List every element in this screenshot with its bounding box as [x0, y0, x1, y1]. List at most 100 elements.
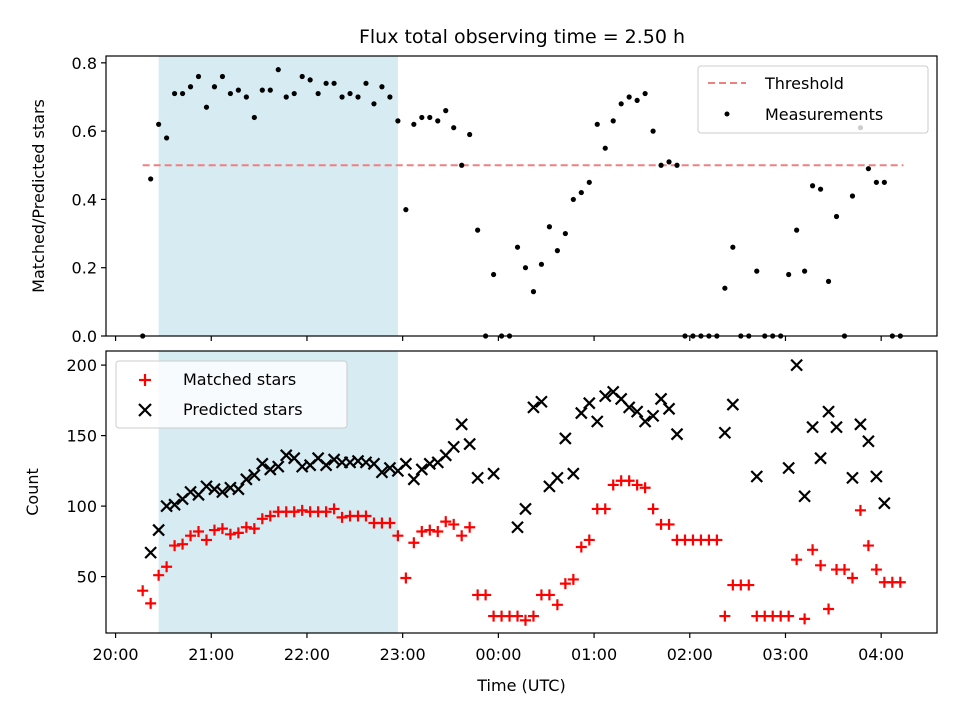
predicted-stars-point — [471, 471, 484, 485]
measurement-point — [291, 90, 297, 97]
predicted-stars-point — [455, 418, 468, 431]
matched-stars-point — [607, 479, 619, 491]
matched-stars-point — [200, 534, 212, 546]
bottom-y-axis-label: Count — [23, 468, 42, 516]
matched-stars-point — [137, 585, 149, 597]
measurement-point — [833, 213, 840, 220]
matched-stars-point — [408, 537, 420, 549]
bottom-xtick-label-5: 01:00 — [571, 645, 617, 664]
legend-measurements-swatch — [724, 111, 730, 117]
measurement-point — [339, 94, 345, 100]
measurement-point — [195, 73, 202, 80]
matched-stars-point — [862, 540, 874, 552]
predicted-stars-point — [590, 415, 604, 428]
measurement-point — [267, 87, 273, 93]
matched-stars-point — [384, 517, 396, 529]
predicted-stars-point — [638, 415, 652, 428]
bottom-xtick-label-8: 04:00 — [858, 645, 904, 664]
measurement-point — [794, 227, 800, 233]
measurement-point — [243, 94, 249, 100]
matched-stars-point — [424, 524, 436, 536]
bottom-ytick-label-0: 50 — [77, 568, 97, 587]
matched-stars-point — [559, 578, 571, 590]
legend-predicted-swatch — [138, 403, 152, 417]
matched-stars-point — [631, 479, 643, 491]
predicted-stars-point — [256, 457, 269, 471]
matched-stars-point — [527, 610, 539, 622]
matched-stars-point — [161, 561, 173, 573]
predicted-stars-point — [319, 458, 333, 472]
measurement-point — [156, 121, 162, 127]
bottom-xtick-label-3: 23:00 — [380, 645, 426, 664]
x-axis-label: Time (UTC) — [476, 676, 565, 695]
predicted-stars-point — [750, 470, 764, 483]
predicted-stars-point — [383, 461, 397, 475]
bottom-xtick-label-6: 02:00 — [667, 645, 713, 664]
bottom-xtick-label-2: 22:00 — [284, 645, 330, 664]
matched-stars-point — [575, 541, 587, 553]
matched-stars-point — [719, 610, 731, 622]
measurement-point — [259, 87, 265, 93]
predicted-stars-point — [798, 489, 811, 503]
measurement-point — [626, 94, 632, 100]
matched-stars-point — [177, 538, 189, 550]
predicted-stars-point — [622, 401, 636, 414]
measurement-point — [809, 183, 816, 189]
predicted-stars-point — [168, 498, 181, 511]
matched-stars-point — [743, 579, 755, 591]
top-observing-span — [158, 56, 398, 336]
legend-measurements-label: Measurements — [765, 105, 883, 124]
matched-stars-point — [288, 506, 300, 518]
legend-matched-label: Matched stars — [183, 370, 296, 389]
matched-stars-point — [224, 528, 236, 540]
matched-stars-point — [783, 610, 795, 622]
matched-stars-point — [264, 510, 276, 522]
predicted-stars-point — [814, 451, 827, 465]
bottom-ytick-label-1: 100 — [66, 497, 97, 516]
bottom-ytick-label-3: 200 — [66, 356, 97, 375]
matched-stars-point — [256, 513, 268, 525]
predicted-stars-point — [527, 401, 540, 414]
measurement-point — [849, 193, 856, 199]
predicted-stars-point — [718, 426, 732, 440]
matched-stars-point — [894, 576, 906, 588]
matched-stars-point — [799, 613, 811, 625]
matched-stars-point — [360, 510, 372, 522]
chart-title: Flux total observing time = 2.50 h — [359, 26, 685, 48]
measurement-point — [387, 94, 393, 100]
predicted-stars-point — [447, 440, 460, 454]
measurement-point — [227, 90, 234, 97]
matched-stars-point — [328, 503, 340, 515]
measurement-point — [459, 162, 465, 168]
bottom-axes-frame — [105, 350, 938, 634]
matched-stars-point — [838, 564, 850, 576]
matched-stars-point — [416, 525, 428, 537]
matched-stars-point — [583, 534, 595, 546]
predicted-stars-point — [264, 463, 277, 476]
bottom-xtick-label-4: 00:00 — [475, 645, 521, 664]
predicted-stars-point — [662, 402, 676, 416]
matched-stars-point — [543, 589, 555, 601]
measurement-point — [865, 166, 872, 172]
predicted-stars-point — [208, 482, 221, 496]
measurement-point — [881, 179, 887, 185]
predicted-stars-point — [184, 485, 197, 499]
measurement-point — [315, 90, 321, 97]
measurement-point — [578, 189, 584, 196]
measurement-point — [530, 289, 537, 295]
matched-stars-point — [296, 504, 308, 516]
matched-stars-point — [480, 589, 492, 601]
predicted-stars-point — [240, 473, 253, 486]
measurement-point — [299, 73, 305, 80]
measurement-point — [522, 265, 529, 271]
predicted-stars-point — [830, 420, 843, 434]
predicted-stars-point — [646, 409, 660, 423]
matched-stars-point — [599, 503, 611, 515]
legend-threshold-label: Threshold — [764, 74, 844, 93]
matched-stars-point — [519, 614, 531, 626]
bottom-xtick-label-1: 21:00 — [188, 645, 234, 664]
predicted-stars-point — [654, 392, 668, 406]
matched-stars-point — [240, 521, 252, 533]
predicted-stars-point — [232, 482, 245, 496]
